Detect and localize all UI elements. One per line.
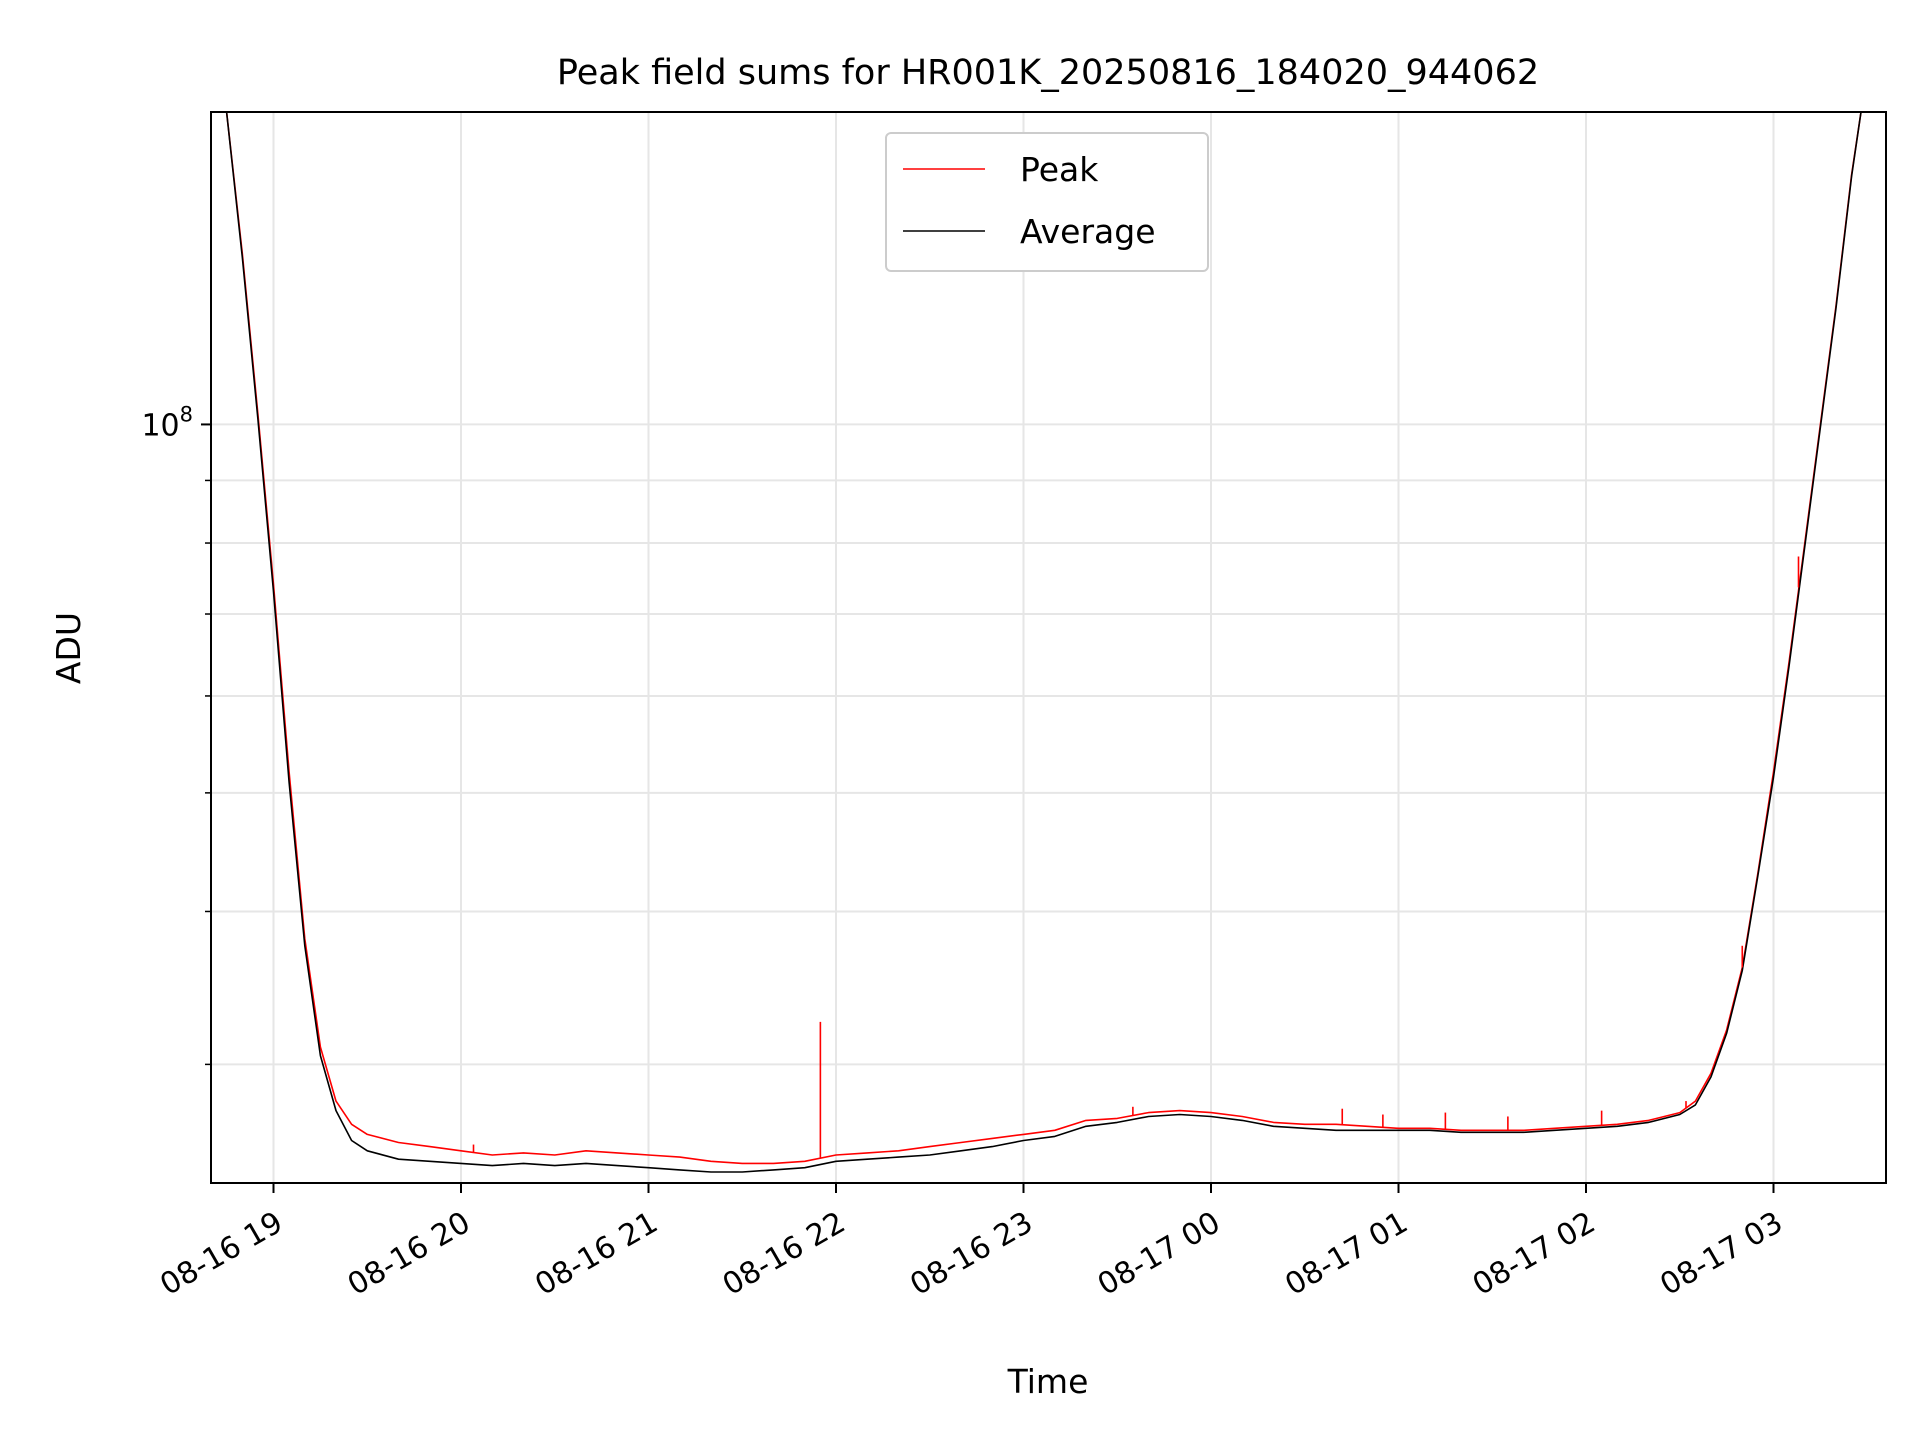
y-tick-label: 108 [141, 402, 193, 443]
legend: Peak Average [885, 132, 1209, 272]
chart-title: Peak field sums for HR001K_20250816_1840… [557, 53, 1539, 93]
series-line-average [225, 112, 1862, 1173]
x-axis-label: Time [1007, 1362, 1089, 1401]
legend-box [885, 132, 1209, 272]
plot-frame [210, 111, 1887, 1184]
y-axis-label: ADU [49, 612, 88, 684]
legend-peak-label: Peak [1020, 150, 1099, 189]
series-line-peak [225, 112, 1862, 1165]
series-layer [225, 112, 1862, 1173]
grid [211, 112, 1886, 1183]
legend-average-label: Average [1020, 212, 1156, 251]
